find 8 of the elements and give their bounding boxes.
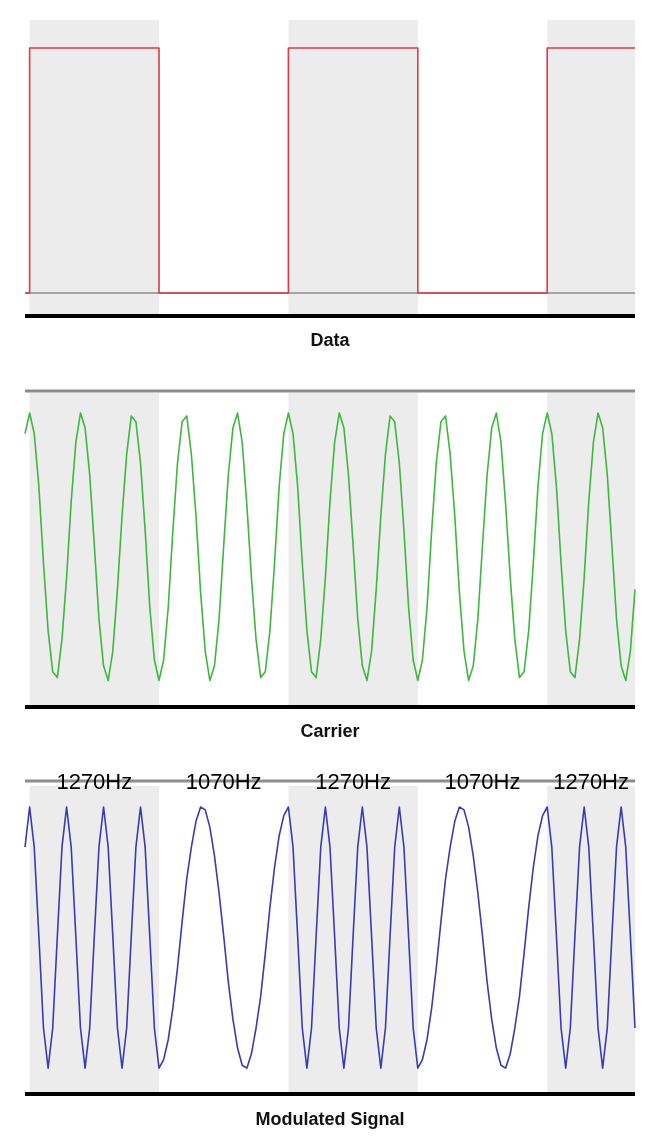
text: 1070Hz: [444, 769, 521, 794]
x-axis-title: Carrier: [300, 721, 360, 741]
x-axis-title: Data: [310, 330, 351, 350]
text: 1270Hz: [315, 769, 392, 794]
x-axis-title: Modulated Signal: [255, 1109, 405, 1129]
text: 1270Hz: [56, 769, 133, 794]
text: 1070Hz: [185, 769, 262, 794]
text: 1270Hz: [553, 769, 630, 794]
